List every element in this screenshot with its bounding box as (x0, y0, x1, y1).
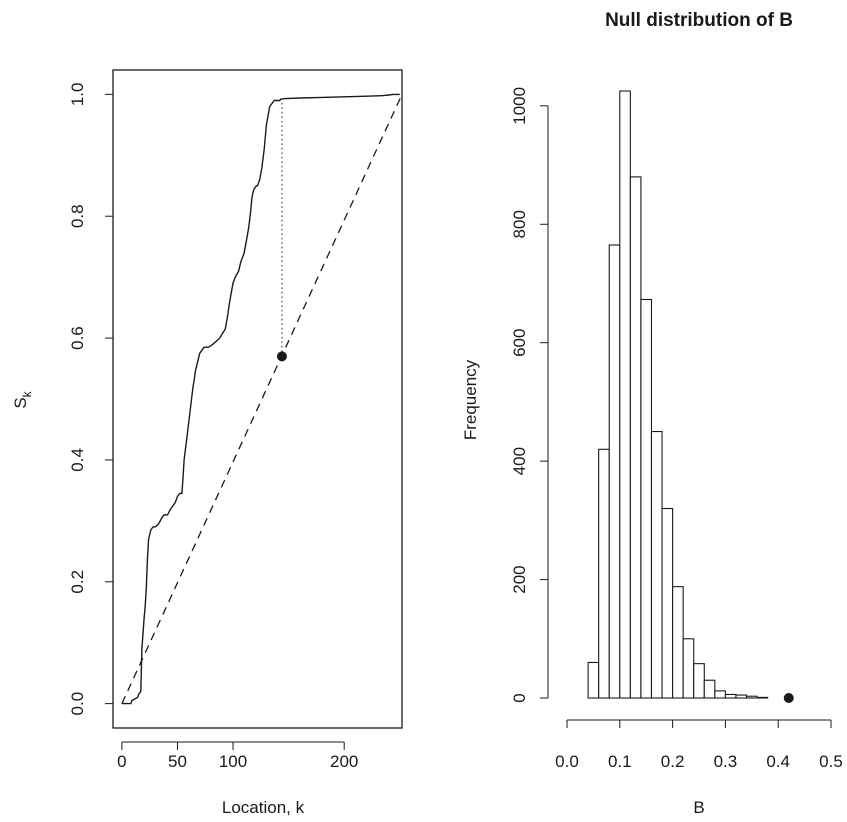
histogram-bar (619, 90, 631, 699)
right-x-tick-label: 0.3 (714, 752, 738, 771)
left-y-tick-label: 1.0 (68, 83, 87, 107)
histogram-bar (672, 586, 684, 699)
right-x-tick-label: 0.5 (819, 752, 843, 771)
right-y-tick-label: 400 (510, 447, 529, 475)
left-x-tick-label: 100 (219, 752, 247, 771)
histogram-bar (661, 507, 674, 699)
left-plot-panel: 0.0 0.2 0.4 0.6 0.8 1.0 0 50 100 200 Location, k… (11, 69, 403, 817)
left-y-tick-label: 0.0 (68, 692, 87, 716)
right-x-tick-label: 0.1 (608, 752, 632, 771)
right-y-tick-label: 800 (510, 210, 529, 238)
right-y-tick-label: 200 (510, 565, 529, 593)
max-deviation-point (276, 351, 287, 362)
histogram-bar (629, 176, 642, 699)
left-y-axis: 0.0 0.2 0.4 0.6 0.8 1.0 (68, 83, 114, 716)
left-y-axis-label: Sk (11, 390, 34, 408)
histogram-bar (745, 695, 758, 699)
histogram-bar (693, 663, 705, 699)
right-plot-panel: Null distribution of B 0 200 400 600 800 1000… (461, 10, 843, 817)
right-point-group (783, 693, 794, 703)
left-y-axis-label-main: S (11, 397, 30, 408)
left-y-tick-label: 0.8 (68, 204, 87, 228)
left-y-axis-label-subscript: k (20, 390, 34, 397)
left-plot-frame (112, 69, 403, 729)
right-y-tick-label: 600 (510, 329, 529, 357)
histogram-bar (650, 430, 663, 699)
left-y-tick-label: 0.4 (68, 448, 87, 472)
histogram-bars (587, 90, 769, 699)
histogram-bar (714, 690, 726, 699)
reference-diagonal-line (121, 94, 403, 704)
histogram-bar (587, 661, 600, 699)
histogram-bar (703, 679, 716, 699)
right-x-axis: 0.0 0.1 0.2 0.3 0.4 0.5 (555, 719, 843, 771)
cumulative-sum-line (121, 93, 400, 705)
right-y-axis-label: Frequency (461, 359, 480, 440)
histogram-bar (682, 638, 695, 699)
left-series-group (121, 93, 403, 705)
histogram-bar (735, 694, 748, 699)
right-x-tick-label: 0.0 (555, 752, 579, 771)
left-y-tick-label: 0.6 (68, 326, 87, 350)
left-x-tick-label: 200 (330, 752, 358, 771)
histogram-bar (724, 693, 737, 699)
histogram-bar (608, 244, 621, 699)
left-x-tick-label: 50 (168, 752, 187, 771)
right-y-tick-label: 1000 (510, 87, 529, 125)
histogram-title: Null distribution of B (605, 10, 793, 31)
left-x-tick-label: 0 (117, 752, 126, 771)
right-x-axis-label: B (693, 798, 704, 817)
right-y-axis: 0 200 400 600 800 1000 (510, 87, 549, 703)
histogram-bar (640, 298, 653, 699)
observed-b-point (783, 693, 794, 703)
right-x-tick-label: 0.4 (766, 752, 790, 771)
left-x-axis: 0 50 100 200 (117, 741, 358, 771)
right-y-tick-label: 0 (510, 693, 529, 702)
histogram-bar (756, 696, 769, 699)
right-x-tick-label: 0.2 (661, 752, 685, 771)
left-y-tick-label: 0.2 (68, 570, 87, 594)
histogram-bar (598, 448, 610, 699)
left-x-axis-label: Location, k (222, 798, 305, 817)
